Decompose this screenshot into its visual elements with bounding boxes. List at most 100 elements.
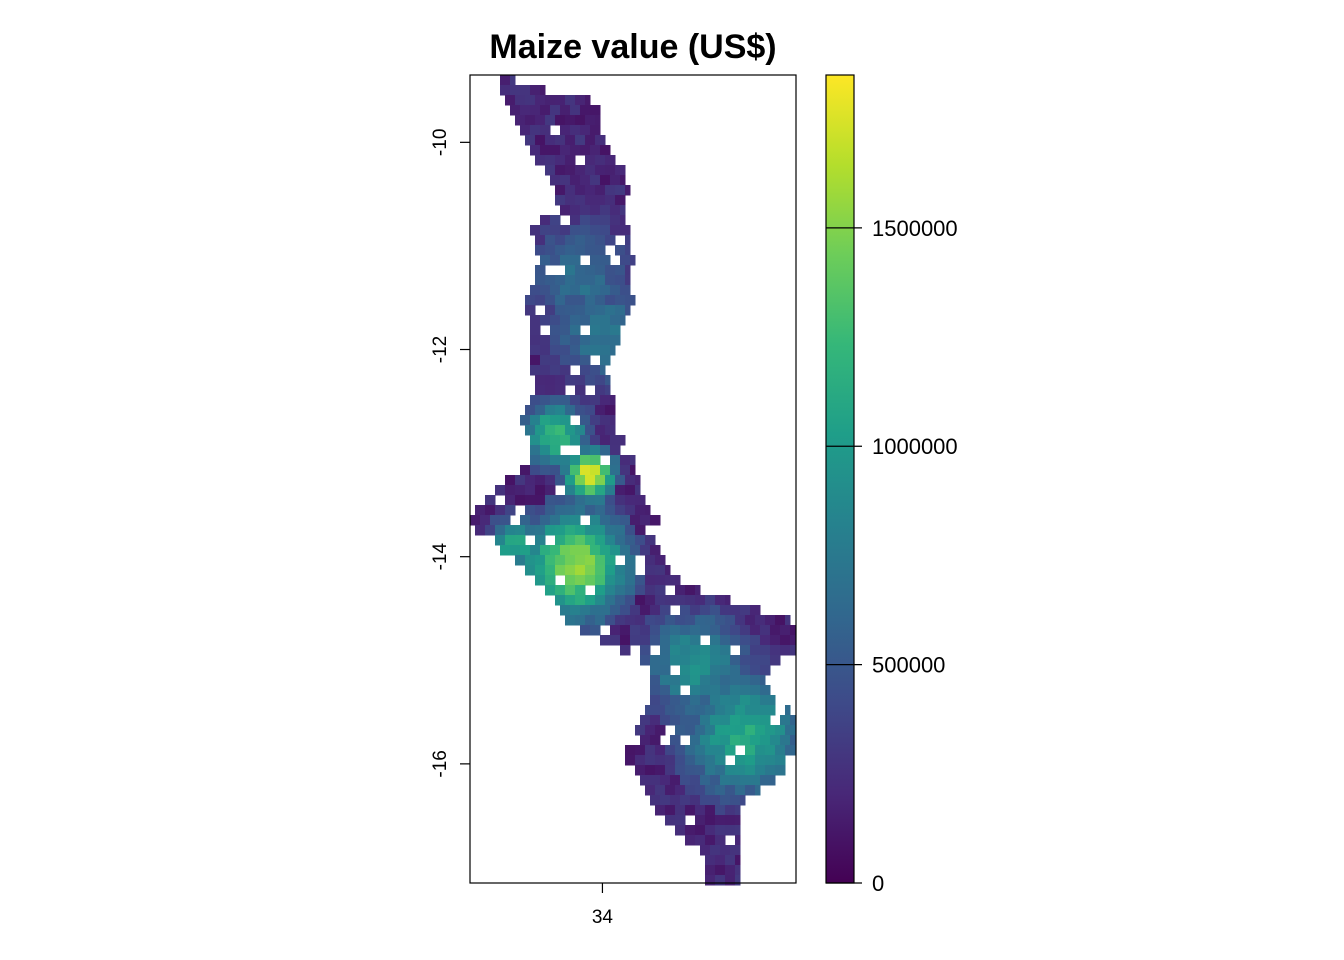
raster-cell [560,605,571,616]
raster-cell [560,105,571,116]
raster-cell [565,195,576,206]
raster-cell [525,305,536,316]
raster-cell [570,285,581,296]
raster-cell [640,655,651,666]
raster-cell [730,735,741,746]
raster-cell [660,715,671,726]
raster-cell [750,635,761,646]
raster-cell [685,825,696,836]
raster-cell [530,365,541,376]
raster-cell [635,525,646,536]
raster-cell [620,175,626,186]
raster-cell [645,705,656,716]
colorbar-axis: 0 500000 1000000 1500000 [826,216,958,896]
raster-cell [540,85,546,96]
raster-cell [655,755,666,766]
raster-cell [770,655,781,666]
raster-cell [605,595,616,606]
raster-cell [640,625,651,636]
raster-cell [640,635,651,646]
raster-cell [645,725,656,736]
raster-cell [560,255,571,266]
raster-cell [515,535,526,546]
raster-cell [580,455,591,466]
raster-cell [690,605,701,616]
raster-cell [575,195,586,206]
raster-cell [530,225,541,236]
raster-cell [570,345,581,356]
raster-cell [750,735,761,746]
raster-cell [680,715,691,726]
raster-cell [760,635,771,646]
raster-cell [595,615,606,626]
raster-cell [590,435,601,446]
raster-cell [645,565,656,576]
raster-cell [605,155,616,166]
colorbar-tick-label: 1500000 [872,216,958,241]
raster-cell [710,715,721,726]
raster-cell [555,275,566,286]
raster-cell [750,675,761,686]
raster-cell [555,535,566,546]
raster-cell [740,635,751,646]
raster-cell [645,755,656,766]
raster-cell [625,475,636,486]
raster-cell [565,185,576,196]
raster-cell [675,785,686,796]
raster-cell [570,395,581,406]
raster-cell [560,175,571,186]
raster-cell [545,375,556,386]
raster-cell [655,785,666,796]
raster-cell [700,795,711,806]
raster-cell [595,155,606,166]
raster-cell [535,475,546,486]
raster-cell [660,695,671,706]
raster-cell [660,775,671,786]
raster-cell [660,605,671,616]
raster-cell [710,775,721,786]
raster-cell [580,145,591,156]
raster-cell [735,865,741,876]
raster-cell [615,165,626,176]
raster-cell [695,725,706,736]
raster-cell [590,345,601,356]
raster-cell [705,815,716,826]
raster-cell [680,665,691,676]
raster-cell [730,635,741,646]
raster-cell [735,855,741,866]
raster-cell [680,625,691,636]
raster-cell [610,325,621,336]
raster-cell [575,495,586,506]
raster-cell [750,645,761,656]
raster-cell [575,165,586,176]
raster-cell [615,485,626,496]
raster-cell [775,725,786,736]
raster-cell [610,455,621,466]
raster-cell [710,675,721,686]
raster-cell [685,585,696,596]
raster-cell [620,285,631,296]
raster-cell [705,865,716,876]
raster-cell [750,715,761,726]
raster-cell [670,715,681,726]
raster-cell [505,475,516,486]
raster-cell [535,425,546,436]
raster-cell [545,245,556,256]
raster-cell [575,595,586,606]
raster-cell [560,335,571,346]
raster-cell [585,475,596,486]
raster-cell [625,555,636,566]
raster-cell [735,725,746,736]
raster-cell [575,265,586,276]
raster-cell [730,665,741,676]
raster-cell [755,785,761,796]
raster-cell [565,135,576,146]
raster-cell [780,635,791,646]
raster-cell [770,695,776,706]
raster-cell [705,755,716,766]
raster-cell [605,275,616,286]
raster-cell [655,585,666,596]
raster-cell [565,475,576,486]
raster-cell [575,405,586,416]
